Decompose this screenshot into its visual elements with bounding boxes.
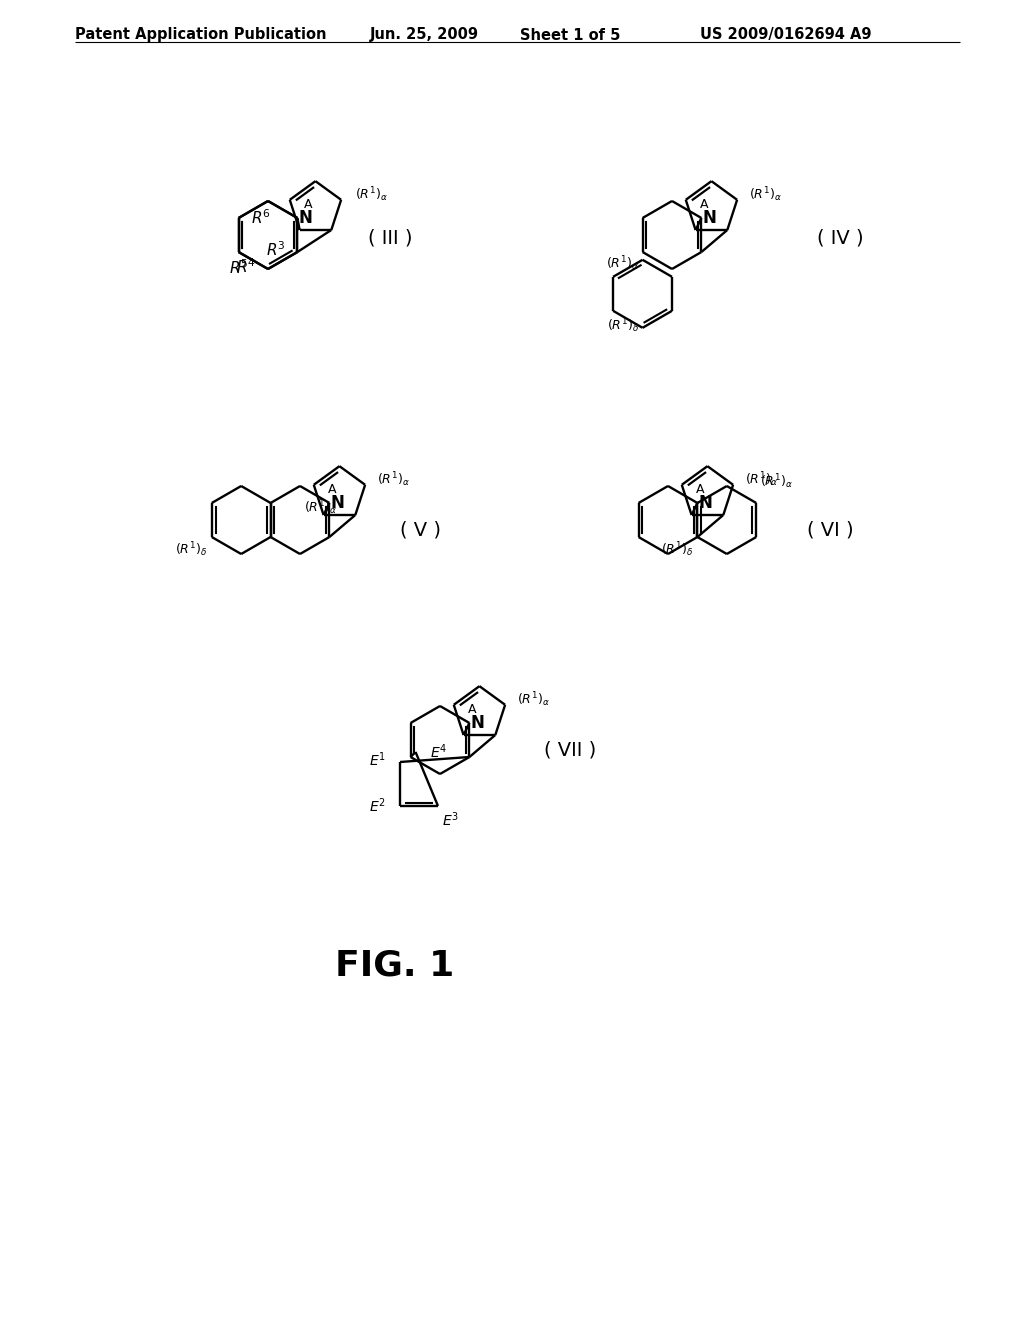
Text: ( VI ): ( VI ): [807, 520, 853, 540]
Text: A: A: [468, 702, 477, 715]
Text: $(R^1)_\alpha$: $(R^1)_\alpha$: [304, 499, 337, 517]
Text: $(R^1)_\delta$: $(R^1)_\delta$: [175, 541, 207, 560]
Text: $(R^1)_\alpha$: $(R^1)_\alpha$: [355, 185, 388, 203]
Text: N: N: [470, 714, 484, 733]
Text: $(R^1)_\delta$: $(R^1)_\delta$: [660, 541, 693, 560]
Text: $(R^1)_\alpha$: $(R^1)_\alpha$: [605, 255, 639, 273]
Text: N: N: [299, 209, 312, 227]
Text: $R^5$: $R^5$: [228, 259, 248, 277]
Text: ( III ): ( III ): [368, 228, 413, 248]
Text: A: A: [696, 483, 705, 495]
Text: $E^1$: $E^1$: [369, 751, 386, 770]
Text: $(R^1)_\alpha$: $(R^1)_\alpha$: [377, 470, 410, 488]
Text: $(R^1)_\alpha$: $(R^1)_\alpha$: [517, 690, 550, 709]
Text: $(R^1)_\alpha$: $(R^1)_\alpha$: [761, 473, 794, 491]
Text: $R^3$: $R^3$: [265, 240, 286, 259]
Text: $E^3$: $E^3$: [442, 810, 459, 829]
Text: A: A: [304, 198, 312, 211]
Text: A: A: [700, 198, 709, 211]
Text: $(R^1)_\alpha$: $(R^1)_\alpha$: [749, 185, 782, 203]
Text: ( VII ): ( VII ): [544, 741, 596, 759]
Text: US 2009/0162694 A9: US 2009/0162694 A9: [700, 28, 871, 42]
Text: $R^6$: $R^6$: [251, 209, 270, 227]
Text: $E^4$: $E^4$: [429, 743, 446, 762]
Text: A: A: [329, 483, 337, 495]
Text: N: N: [698, 494, 713, 512]
Text: Patent Application Publication: Patent Application Publication: [75, 28, 327, 42]
Text: Jun. 25, 2009: Jun. 25, 2009: [370, 28, 479, 42]
Text: ( IV ): ( IV ): [817, 228, 863, 248]
Text: N: N: [702, 209, 717, 227]
Text: Sheet 1 of 5: Sheet 1 of 5: [520, 28, 621, 42]
Text: $R^4$: $R^4$: [237, 257, 256, 276]
Text: ( V ): ( V ): [399, 520, 440, 540]
Text: $E^2$: $E^2$: [369, 797, 386, 816]
Text: N: N: [331, 494, 344, 512]
Text: $(R^1)_\alpha$: $(R^1)_\alpha$: [744, 470, 778, 488]
Text: $(R^1)_\delta$: $(R^1)_\delta$: [607, 317, 639, 335]
Text: FIG. 1: FIG. 1: [336, 948, 455, 982]
